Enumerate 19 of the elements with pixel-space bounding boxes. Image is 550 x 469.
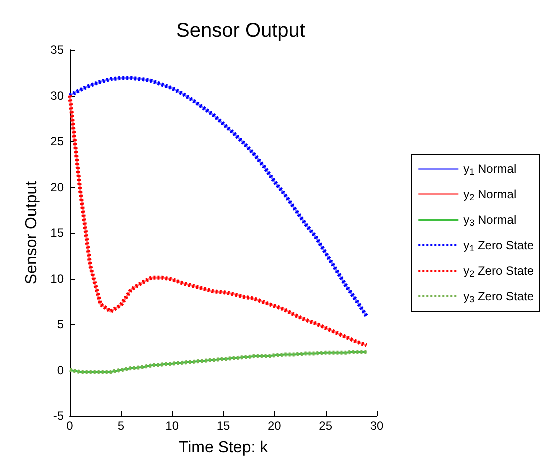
x-tick-label: 0 (66, 419, 74, 433)
y-tick-label: 0 (57, 363, 64, 378)
x-tick-label: 20 (268, 419, 282, 433)
x-tick-label: 5 (118, 419, 125, 433)
y-tick-label: 10 (50, 272, 64, 286)
y-tick-label: 15 (50, 226, 64, 240)
x-axis-title: Time Step: k (178, 440, 270, 456)
y-tick-label: 30 (50, 88, 64, 103)
x-tick-label: 30 (370, 419, 384, 433)
x-tick-label: 15 (216, 419, 230, 433)
y-tick-label: -5 (53, 409, 64, 423)
y-tick-label: 25 (50, 134, 64, 148)
y-tick-label: 5 (57, 318, 64, 332)
y-tick-label: 20 (50, 180, 64, 194)
chart-title: Sensor Output (176, 20, 306, 42)
x-tick-label: 25 (319, 419, 333, 433)
y-tick-label: 35 (50, 43, 64, 57)
y-axis-title: Sensor Output (23, 180, 40, 285)
x-tick-label: 10 (166, 419, 180, 433)
